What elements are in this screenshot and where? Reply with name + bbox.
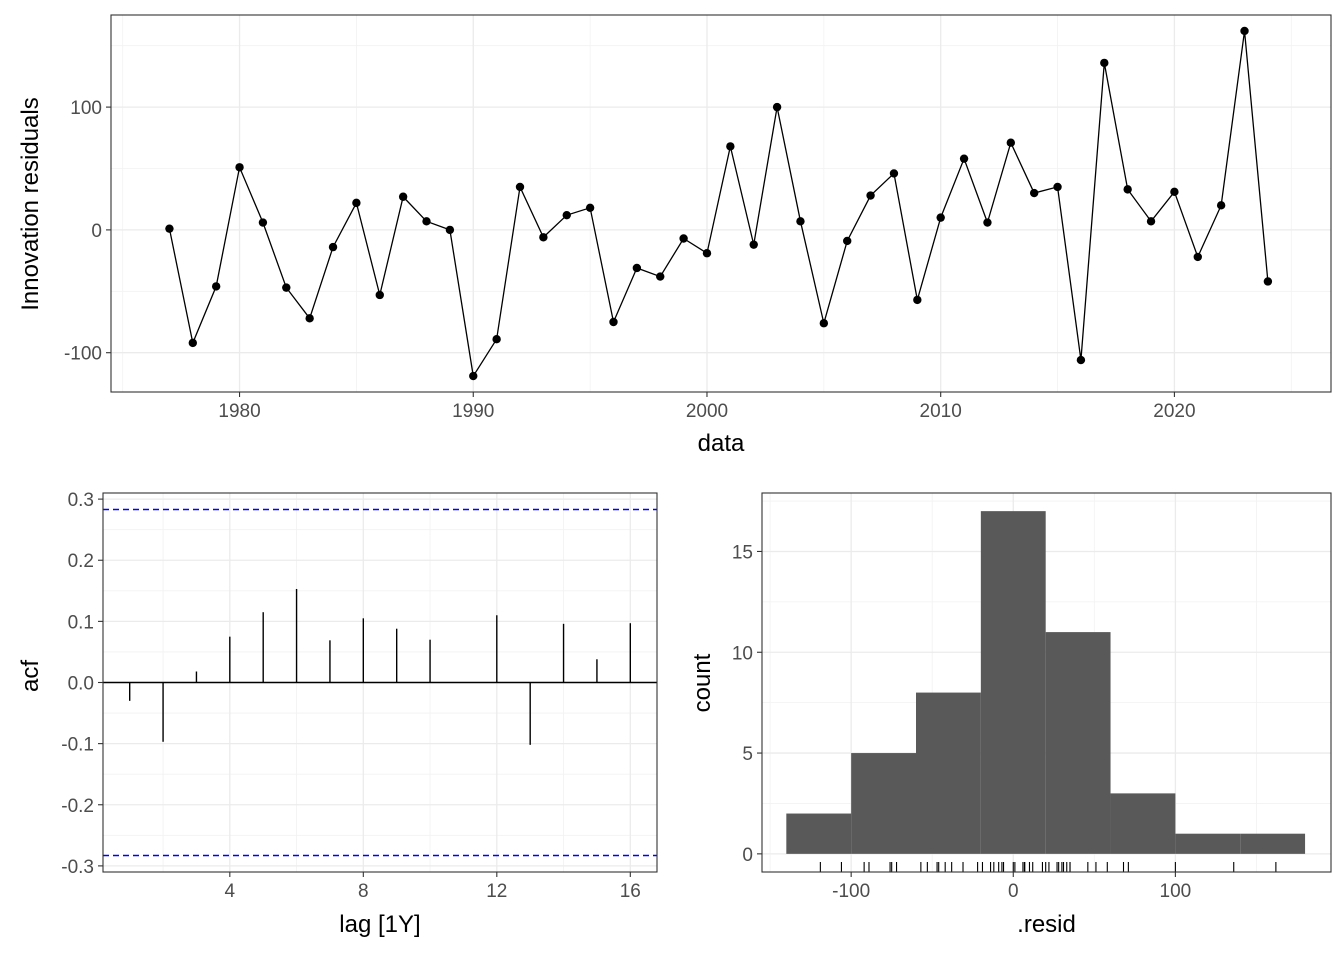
residual-point	[1240, 26, 1249, 36]
residual-point	[1170, 187, 1179, 197]
x-tick-label: 4	[225, 881, 236, 902]
residual-point	[1123, 185, 1132, 194]
residual-point	[562, 210, 571, 220]
residual-point	[282, 283, 291, 292]
residual-point	[866, 191, 875, 200]
residual-point	[1053, 182, 1062, 192]
residual-x-axis-title: data	[698, 430, 745, 457]
residual-point	[1006, 138, 1016, 147]
x-tick-label: 8	[358, 881, 369, 902]
residual-point	[211, 282, 221, 291]
histogram-bar	[851, 753, 917, 854]
histogram-bar	[1240, 833, 1306, 854]
residual-point	[936, 213, 945, 222]
y-tick-label: 0	[91, 221, 102, 242]
residual-point	[843, 236, 852, 246]
histogram-bar	[1110, 793, 1176, 854]
residual-point	[539, 233, 548, 242]
residual-point	[328, 242, 338, 252]
residual-point	[305, 314, 314, 323]
residual-point	[656, 272, 665, 281]
residual-point	[445, 225, 455, 235]
residual-point	[1216, 201, 1226, 210]
residual-point	[375, 290, 384, 300]
residual-point	[889, 169, 899, 178]
y-tick-label: 100	[70, 98, 102, 119]
x-tick-label: 2000	[686, 401, 728, 422]
residual-point	[398, 192, 408, 201]
y-tick-label: 0.0	[68, 674, 94, 695]
residual-point	[515, 182, 525, 192]
y-tick-label: -0.1	[61, 735, 94, 756]
residual-point	[1193, 252, 1202, 262]
residual-point	[772, 102, 782, 112]
residual-time-series-panel: 1980 1990 2000 2010 2020 -100 0 100 data Innova…	[17, 14, 1332, 457]
histogram-bar	[786, 813, 852, 854]
x-tick-label: 1980	[218, 401, 260, 422]
y-tick-label: -0.3	[61, 857, 94, 878]
residual-y-axis-title: Innovation residuals	[17, 97, 44, 310]
acf-x-axis-title: lag [1Y]	[339, 911, 420, 938]
y-tick-label: 0.2	[68, 551, 94, 572]
residual-point	[188, 338, 198, 348]
residual-point	[492, 334, 501, 344]
residual-point	[983, 218, 992, 227]
histogram-bar	[1175, 833, 1241, 854]
residual-point	[632, 263, 642, 273]
residual-point	[679, 234, 688, 243]
residual-point	[796, 217, 805, 226]
residual-point	[469, 371, 478, 381]
residual-point	[1146, 217, 1156, 226]
x-tick-label: 12	[486, 881, 507, 902]
x-tick-label: 2020	[1153, 401, 1195, 422]
residual-point	[702, 249, 712, 258]
y-tick-label: 0.3	[68, 490, 94, 511]
y-tick-label: 10	[732, 643, 753, 664]
y-tick-label: 5	[742, 744, 753, 765]
residual-point	[352, 198, 361, 208]
residual-point	[1029, 188, 1039, 198]
histogram-x-axis-title: .resid	[1017, 911, 1076, 938]
histogram-bar	[980, 511, 1046, 854]
x-tick-label: 0	[1008, 881, 1019, 902]
residual-point	[422, 217, 431, 226]
histogram-bar	[916, 692, 981, 854]
residual-histogram-panel: -100 0 100 0 5 10 15 .resid count	[689, 492, 1332, 938]
y-tick-label: 0.1	[68, 612, 94, 633]
x-tick-label: 2010	[920, 401, 962, 422]
y-tick-label: 15	[732, 542, 753, 563]
acf-panel: 4 8 12 16-0.3-0.2-0.10.00.10.20.3 lag [1Y] …	[17, 490, 658, 938]
residual-point	[1100, 58, 1109, 68]
x-tick-label: -100	[832, 881, 870, 902]
residual-point	[726, 142, 735, 151]
residual-point	[609, 317, 618, 327]
residual-point	[585, 203, 595, 212]
y-tick-label: 0	[742, 845, 753, 866]
x-tick-label: 16	[620, 881, 641, 902]
y-tick-label: -0.2	[61, 796, 94, 817]
residual-point	[165, 224, 174, 233]
histogram-y-axis-title: count	[689, 653, 716, 712]
residual-point	[749, 240, 758, 249]
residual-series-line	[168, 30, 1269, 378]
x-tick-label: 100	[1160, 881, 1192, 902]
residual-point	[959, 154, 969, 163]
histogram-bar	[1045, 632, 1111, 854]
acf-y-axis-title: acf	[17, 660, 44, 692]
residual-point	[258, 218, 268, 227]
residual-point	[1263, 277, 1273, 286]
residual-point	[913, 295, 922, 305]
y-tick-label: -100	[64, 344, 102, 365]
residual-point	[235, 163, 244, 172]
residual-point	[819, 319, 829, 328]
residual-point	[1076, 355, 1086, 365]
x-tick-label: 1990	[452, 401, 494, 422]
